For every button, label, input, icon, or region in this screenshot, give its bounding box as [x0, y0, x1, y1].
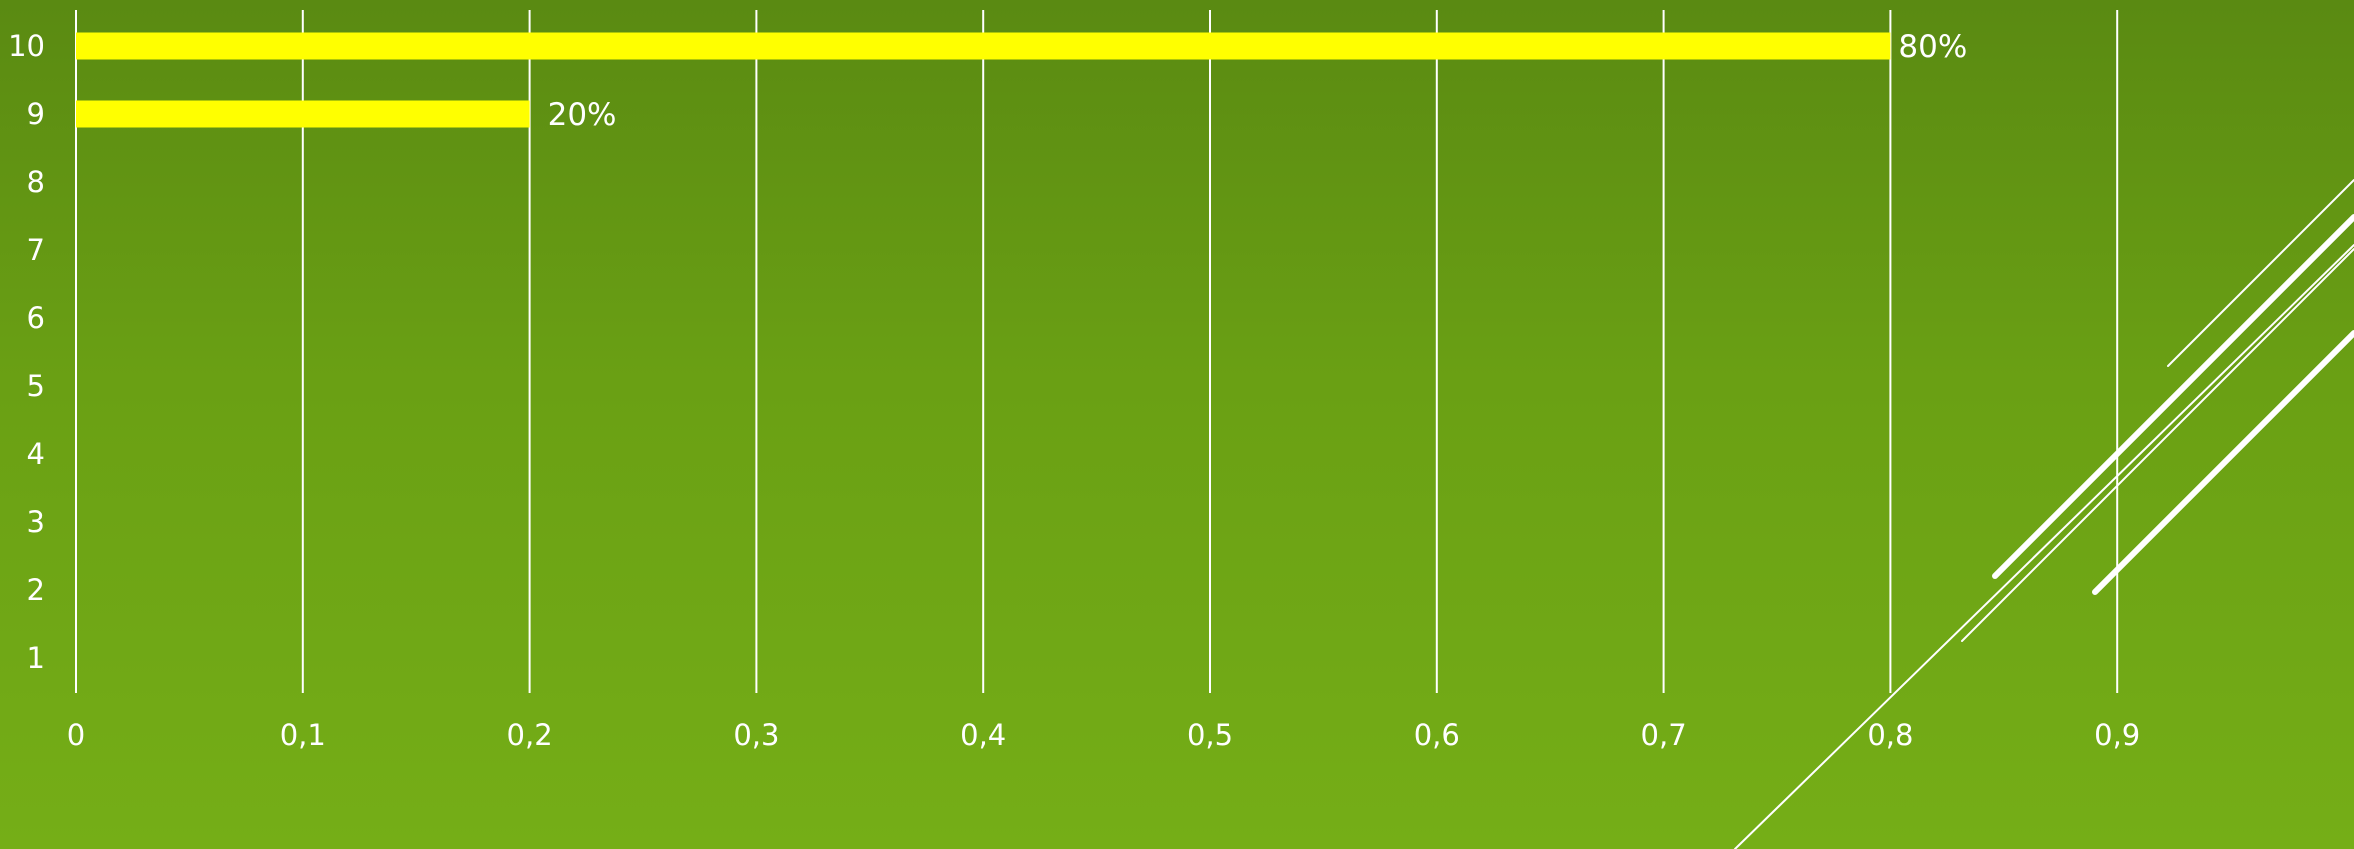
bar-10: [76, 32, 1891, 60]
y-tick-label: 7: [27, 233, 45, 267]
bar-9: [76, 100, 530, 128]
y-tick-label: 3: [27, 505, 45, 539]
data-labels: 20% 80%: [548, 29, 1968, 133]
x-tick-label: 0,7: [1641, 718, 1687, 752]
x-tick-label: 0,5: [1187, 718, 1233, 752]
y-tick-label: 8: [27, 165, 45, 199]
y-tick-label: 10: [8, 29, 45, 63]
y-tick-label: 9: [27, 97, 45, 131]
y-tick-label: 6: [27, 301, 45, 335]
y-axis-tick-labels: 1 2 3 4 5 6 7 8 9 10: [8, 29, 45, 675]
decor-line-thick-lower: [2092, 330, 2354, 595]
x-tick-label: 0,9: [2094, 718, 2140, 752]
x-tick-label: 0,4: [960, 718, 1006, 752]
y-tick-label: 5: [27, 369, 45, 403]
y-tick-label: 4: [27, 437, 45, 471]
x-tick-label: 0,8: [1867, 718, 1913, 752]
x-tick-label: 0,1: [280, 718, 326, 752]
decor-line-thin-middle: [1961, 248, 2354, 642]
bars: [76, 32, 1891, 128]
y-tick-label: 1: [27, 641, 45, 675]
x-tick-label: 0: [67, 718, 85, 752]
data-label-9: 20%: [548, 97, 617, 133]
x-tick-label: 0,6: [1414, 718, 1460, 752]
data-label-10: 80%: [1898, 29, 1967, 65]
x-tick-label: 0,3: [733, 718, 779, 752]
decor-line-thin-upper: [2167, 179, 2354, 367]
decor-line-thick-upper: [1992, 214, 2354, 579]
decor-line-thin-long: [1734, 244, 2354, 849]
x-tick-label: 0,2: [507, 718, 553, 752]
y-tick-label: 2: [27, 573, 45, 607]
decorative-diagonal-lines: [1734, 179, 2354, 849]
x-axis-tick-labels: 0 0,1 0,2 0,3 0,4 0,5 0,6 0,7 0,8 0,9: [67, 718, 2140, 752]
